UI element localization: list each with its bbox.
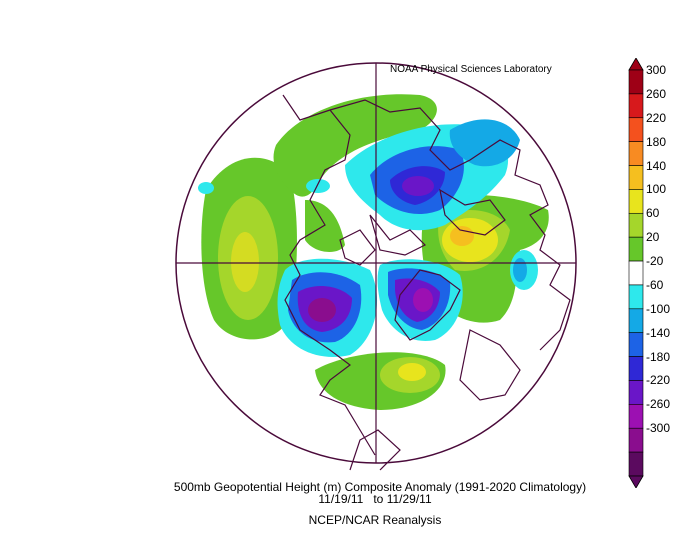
date-separator: to	[373, 492, 384, 506]
colorbar-tick-label: 60	[646, 206, 660, 221]
colorbar-tick-label: 220	[646, 110, 667, 125]
colorbar-swatch	[628, 451, 644, 477]
colorbar-arrow-down	[628, 475, 644, 488]
colorbar-swatch	[628, 404, 644, 429]
colorbar-swatch	[628, 427, 644, 453]
colorbar-tick-label: -100	[646, 301, 671, 316]
colorbar-swatch	[628, 189, 644, 214]
colorbar-swatch	[628, 212, 644, 238]
colorbar-tick-label: -300	[646, 421, 671, 436]
colorbar-swatch	[628, 332, 644, 357]
colorbar-tick-label: -180	[646, 349, 671, 364]
map-title: 500mb Geopotential Height (m) Composite …	[173, 480, 587, 494]
colorbar-tick-label: -140	[646, 325, 671, 340]
colorbar-swatch	[628, 69, 644, 95]
colorbar-tick-label: -220	[646, 373, 671, 388]
colorbar-arrow-up	[628, 58, 644, 71]
credit-label: NOAA Physical Sciences Laboratory	[390, 64, 552, 75]
anomaly-field	[198, 94, 549, 410]
colorbar-swatch	[628, 165, 644, 190]
data-source: NCEP/NCAR Reanalysis	[308, 513, 442, 527]
colorbar	[628, 58, 644, 488]
colorbar-tick-label: 100	[646, 182, 667, 197]
colorbar-tick-label: 20	[646, 230, 660, 245]
colorbar-swatch	[628, 380, 644, 405]
colorbar-swatch	[628, 117, 644, 142]
colorbar-swatch	[628, 236, 644, 262]
colorbar-tick-label: 180	[646, 134, 667, 149]
date-start: 11/19/11	[318, 492, 364, 506]
colorbar-swatch	[628, 284, 644, 310]
colorbar-swatch	[628, 93, 644, 119]
date-end: 11/29/11	[386, 492, 432, 506]
colorbar-tick-label: 140	[646, 158, 667, 173]
date-range: 11/19/11 to 11/29/11	[0, 492, 700, 506]
colorbar-tick-label: 300	[646, 63, 667, 77]
colorbar-tick-label: 260	[646, 86, 667, 101]
colorbar-tick-label: -260	[646, 397, 671, 412]
colorbar-swatch	[628, 141, 644, 166]
colorbar-tick-label: -20	[646, 254, 664, 269]
map-outlines	[175, 62, 577, 471]
colorbar-swatch	[628, 260, 644, 286]
colorbar-tick-label: -60	[646, 277, 664, 292]
colorbar-swatch	[628, 308, 644, 334]
colorbar-swatch	[628, 356, 644, 381]
